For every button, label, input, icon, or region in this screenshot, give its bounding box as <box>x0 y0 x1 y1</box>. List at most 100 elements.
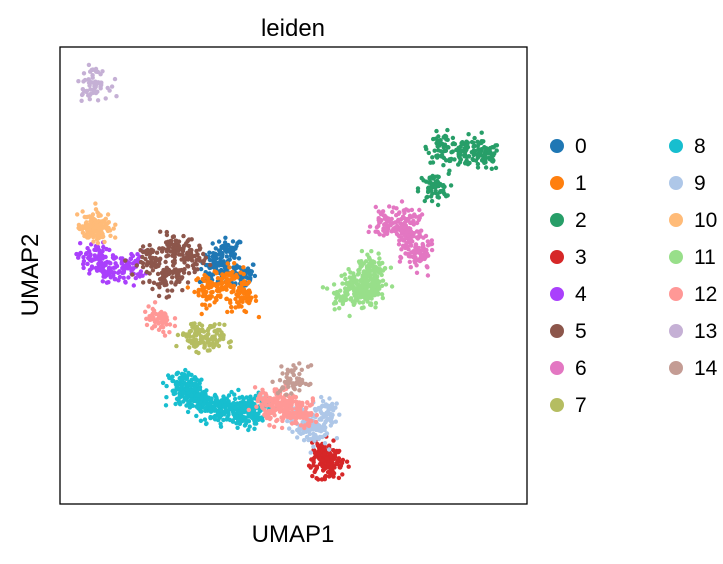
point-cluster-8 <box>173 401 178 407</box>
point-cluster-5 <box>141 280 146 285</box>
point-cluster-6 <box>414 270 420 275</box>
point-cluster-12 <box>289 407 295 412</box>
point-cluster-1 <box>238 270 243 275</box>
point-cluster-10 <box>80 224 85 229</box>
point-cluster-5 <box>169 288 175 293</box>
point-cluster-12 <box>281 412 287 417</box>
legend-label: 3 <box>575 246 587 269</box>
point-cluster-0 <box>213 251 218 256</box>
point-cluster-2 <box>459 140 464 146</box>
point-cluster-7 <box>193 341 198 346</box>
point-cluster-5 <box>181 270 187 275</box>
point-cluster-5 <box>147 243 152 248</box>
point-cluster-3 <box>314 476 319 481</box>
point-cluster-13 <box>81 79 86 84</box>
chart-title: leiden <box>261 15 325 42</box>
legend-item-1: 1 <box>550 172 587 195</box>
point-cluster-8 <box>232 396 238 402</box>
point-cluster-4 <box>81 255 86 260</box>
point-cluster-5 <box>150 268 156 273</box>
point-cluster-10 <box>80 230 86 235</box>
point-cluster-6 <box>402 220 407 226</box>
point-cluster-0 <box>223 248 228 253</box>
point-cluster-4 <box>83 251 89 257</box>
point-cluster-5 <box>157 285 162 290</box>
point-cluster-5 <box>166 267 172 273</box>
point-cluster-12 <box>148 317 154 322</box>
point-cluster-13 <box>109 84 115 89</box>
legend-item-4: 4 <box>550 283 587 306</box>
point-cluster-6 <box>417 215 422 221</box>
point-cluster-8 <box>236 387 241 393</box>
point-cluster-12 <box>280 418 285 424</box>
point-cluster-9 <box>321 412 327 417</box>
point-cluster-8 <box>260 418 265 423</box>
point-cluster-2 <box>472 148 478 154</box>
point-cluster-4 <box>107 247 112 253</box>
series-11 <box>320 248 395 319</box>
point-cluster-5 <box>143 256 148 262</box>
point-cluster-1 <box>253 298 259 303</box>
legend-label: 0 <box>575 135 587 158</box>
point-cluster-12 <box>254 404 259 409</box>
point-cluster-12 <box>279 425 285 431</box>
point-cluster-11 <box>369 276 374 282</box>
series-3 <box>306 434 351 482</box>
point-cluster-2 <box>441 163 446 168</box>
point-cluster-5 <box>175 246 180 251</box>
point-cluster-12 <box>305 400 310 406</box>
point-cluster-3 <box>310 473 315 479</box>
point-cluster-2 <box>450 135 456 141</box>
point-cluster-5 <box>160 276 165 281</box>
point-cluster-8 <box>164 395 169 400</box>
point-cluster-1 <box>199 311 204 317</box>
point-cluster-14 <box>297 376 302 381</box>
point-cluster-5 <box>195 267 200 272</box>
point-cluster-9 <box>333 405 338 410</box>
point-cluster-14 <box>295 380 301 386</box>
point-cluster-1 <box>207 283 213 288</box>
legend-marker <box>550 324 564 338</box>
point-cluster-12 <box>281 396 287 402</box>
point-cluster-13 <box>81 88 87 94</box>
point-cluster-5 <box>172 260 177 266</box>
point-cluster-9 <box>301 438 307 443</box>
point-cluster-10 <box>96 213 101 219</box>
point-cluster-9 <box>319 394 324 400</box>
point-cluster-7 <box>207 348 212 353</box>
point-cluster-8 <box>235 425 240 430</box>
point-cluster-0 <box>210 241 215 246</box>
point-cluster-12 <box>313 419 319 425</box>
point-cluster-11 <box>356 270 361 276</box>
point-cluster-4 <box>113 261 118 266</box>
point-cluster-12 <box>293 410 298 416</box>
point-cluster-13 <box>114 94 119 99</box>
point-cluster-11 <box>371 259 376 265</box>
point-cluster-8 <box>185 409 191 415</box>
point-cluster-5 <box>147 279 152 284</box>
point-cluster-8 <box>199 396 204 401</box>
point-cluster-14 <box>284 392 289 397</box>
point-cluster-10 <box>93 201 98 206</box>
point-cluster-0 <box>212 258 217 263</box>
point-cluster-10 <box>113 235 118 240</box>
point-cluster-0 <box>231 248 236 253</box>
point-cluster-4 <box>128 256 134 262</box>
point-cluster-2 <box>445 137 450 142</box>
point-cluster-8 <box>174 396 180 402</box>
point-cluster-9 <box>313 434 318 439</box>
point-cluster-1 <box>229 290 234 295</box>
legend-item-5: 5 <box>550 320 587 343</box>
point-cluster-8 <box>208 415 213 421</box>
point-cluster-4 <box>133 275 138 281</box>
point-cluster-12 <box>289 402 294 408</box>
point-cluster-9 <box>307 431 312 437</box>
point-cluster-5 <box>168 249 173 254</box>
point-cluster-4 <box>85 261 90 267</box>
point-cluster-0 <box>219 250 225 256</box>
point-cluster-10 <box>84 231 90 236</box>
point-cluster-11 <box>360 300 366 305</box>
point-cluster-10 <box>105 212 111 217</box>
point-cluster-11 <box>366 263 371 268</box>
point-cluster-11 <box>344 293 349 298</box>
